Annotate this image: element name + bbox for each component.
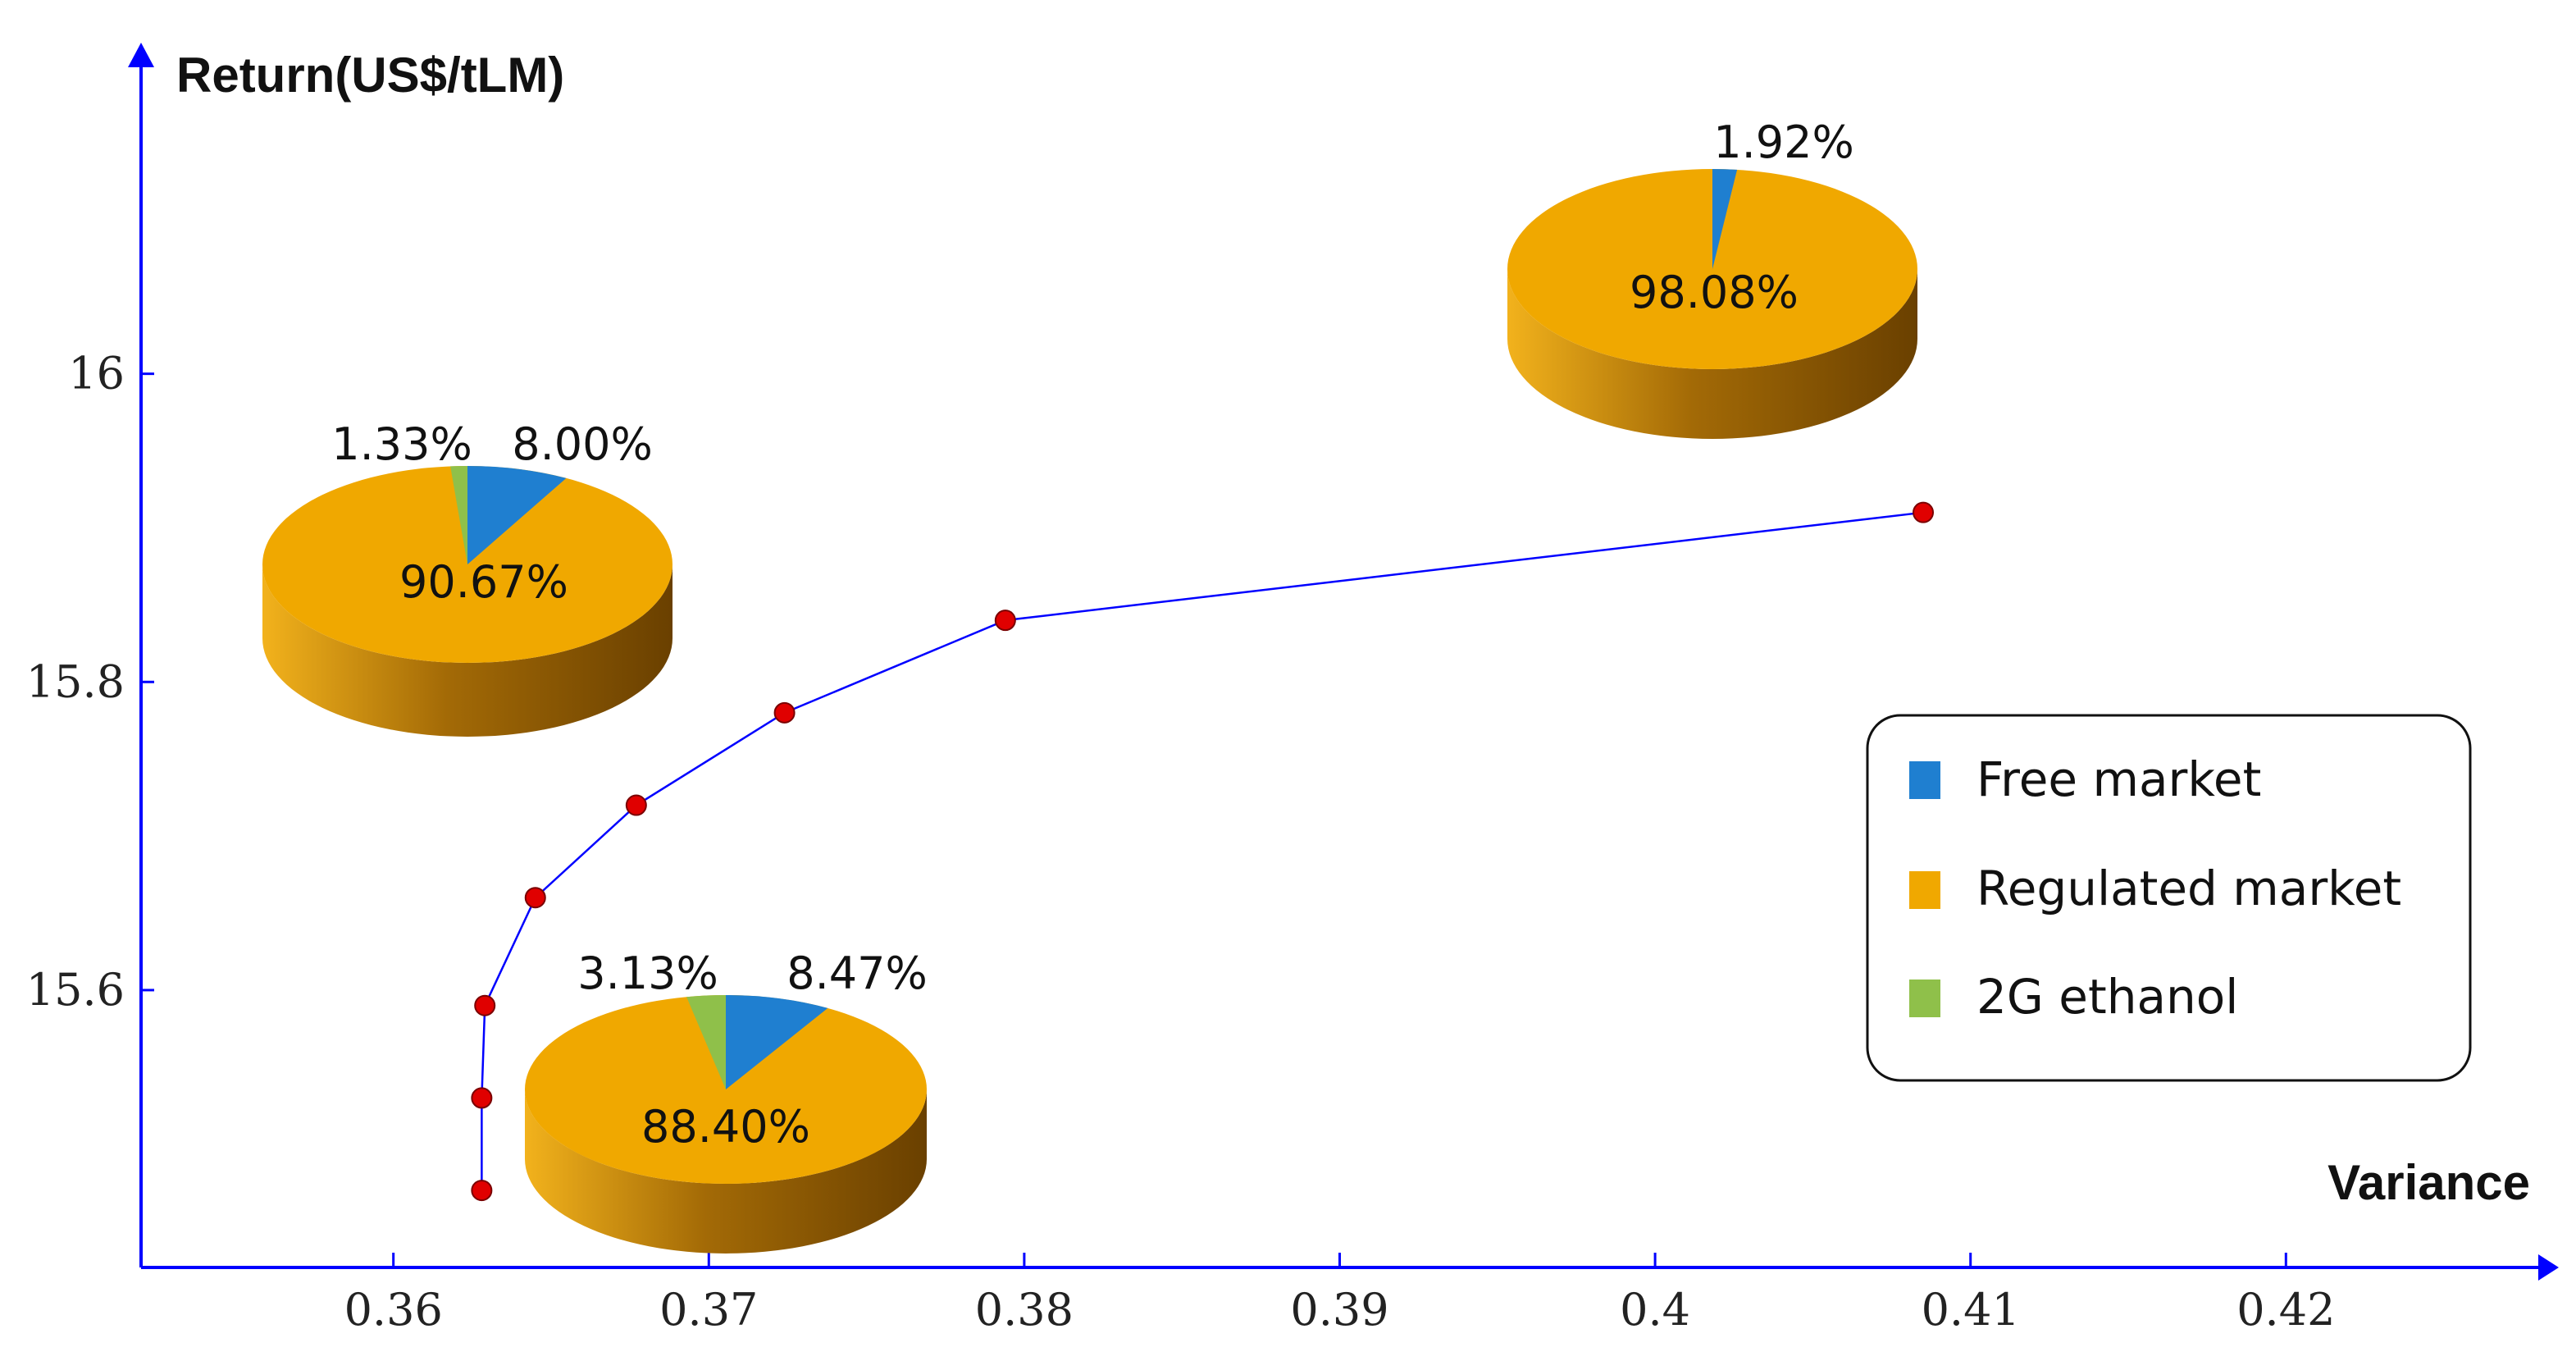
pie-top-right: 1.92% 98.08% bbox=[1507, 116, 1917, 439]
x-tick-label: 0.38 bbox=[975, 1284, 1074, 1336]
y-ticks: 15.6 15.8 16 bbox=[26, 348, 154, 1016]
legend-swatch-ethanol bbox=[1909, 980, 1940, 1017]
x-tick-label: 0.4 bbox=[1620, 1284, 1690, 1336]
pie-label-free: 8.47% bbox=[786, 948, 928, 999]
legend: Free market Regulated market 2G ethanol bbox=[1866, 714, 2472, 1082]
x-tick-label: 0.36 bbox=[344, 1284, 443, 1336]
frontier-point bbox=[471, 1087, 493, 1109]
x-tick-label: 0.37 bbox=[659, 1284, 758, 1336]
pie-side bbox=[525, 1089, 927, 1254]
legend-swatch-regulated bbox=[1909, 871, 1940, 909]
pie-label-free: 8.00% bbox=[512, 418, 653, 470]
pie-slice-ethanol bbox=[450, 466, 467, 564]
y-tick-label: 15.8 bbox=[26, 655, 125, 707]
pie-slice-ethanol bbox=[686, 995, 726, 1089]
frontier-point bbox=[994, 610, 1016, 632]
legend-label-free: Free market bbox=[1976, 751, 2261, 807]
frontier-point bbox=[625, 794, 647, 816]
pie-label-regulated: 90.67% bbox=[399, 556, 568, 608]
frontier-point bbox=[773, 701, 796, 724]
x-tick-label: 0.41 bbox=[1922, 1284, 2020, 1336]
x-ticks: 0.36 0.37 0.38 0.39 0.4 0.41 0.42 bbox=[344, 1253, 2335, 1336]
frontier-point bbox=[471, 1180, 493, 1202]
y-axis-arrow bbox=[128, 43, 154, 67]
x-axis-title: Variance bbox=[2328, 1155, 2530, 1210]
legend-label-ethanol: 2G ethanol bbox=[1976, 969, 2238, 1025]
frontier-line bbox=[481, 511, 1924, 1191]
legend-swatch-free bbox=[1909, 761, 1940, 799]
y-tick-label: 15.6 bbox=[26, 964, 125, 1016]
frontier-point bbox=[524, 887, 546, 909]
pie-label-ethanol: 3.13% bbox=[577, 948, 718, 999]
legend-box bbox=[1866, 714, 2472, 1082]
pie-label-regulated: 88.40% bbox=[641, 1101, 810, 1153]
pie-slice-free bbox=[467, 466, 567, 564]
pie-side bbox=[1507, 269, 1917, 439]
y-axis-title: Return(US$/tLM) bbox=[176, 48, 564, 103]
pie-top-left: 8.00% 90.67% 1.33% bbox=[262, 418, 672, 737]
series-layer bbox=[471, 501, 1935, 1202]
x-axis-arrow bbox=[2538, 1254, 2559, 1281]
pie-label-regulated: 98.08% bbox=[1630, 267, 1799, 318]
frontier-point bbox=[474, 994, 496, 1016]
pie-slice-free bbox=[726, 995, 828, 1089]
pie-bottom: 8.47% 88.40% 3.13% bbox=[525, 948, 928, 1254]
pie-slice-free bbox=[1712, 169, 1738, 269]
frontier-point bbox=[1913, 501, 1935, 523]
pie-label-free: 1.92% bbox=[1713, 116, 1854, 168]
x-tick-label: 0.42 bbox=[2236, 1284, 2335, 1336]
y-tick-label: 16 bbox=[68, 348, 125, 400]
legend-label-regulated: Regulated market bbox=[1976, 861, 2401, 916]
pie-label-ethanol: 1.33% bbox=[331, 418, 472, 470]
x-tick-label: 0.39 bbox=[1290, 1284, 1388, 1336]
pie-side bbox=[262, 564, 672, 737]
